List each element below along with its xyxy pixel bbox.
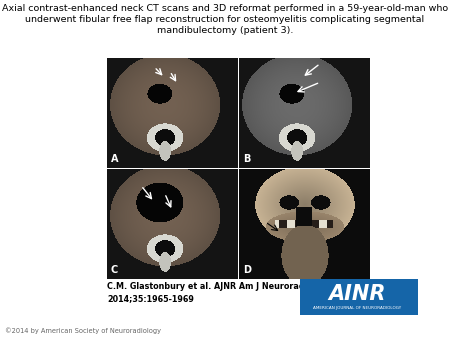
Text: B: B — [243, 153, 250, 164]
Bar — [300, 279, 418, 315]
Text: A: A — [111, 153, 118, 164]
Text: C.M. Glastonbury et al. AJNR Am J Neuroradiol
2014;35:1965-1969: C.M. Glastonbury et al. AJNR Am J Neuror… — [107, 282, 315, 303]
Text: AMERICAN JOURNAL OF NEURORADIOLOGY: AMERICAN JOURNAL OF NEURORADIOLOGY — [312, 306, 401, 310]
Text: Axial contrast-enhanced neck CT scans and 3D reformat performed in a 59-year-old: Axial contrast-enhanced neck CT scans an… — [2, 4, 448, 35]
Text: C: C — [111, 265, 118, 274]
Text: D: D — [243, 265, 251, 274]
Text: ©2014 by American Society of Neuroradiology: ©2014 by American Society of Neuroradiol… — [5, 327, 161, 334]
Text: AINR: AINR — [328, 284, 385, 304]
